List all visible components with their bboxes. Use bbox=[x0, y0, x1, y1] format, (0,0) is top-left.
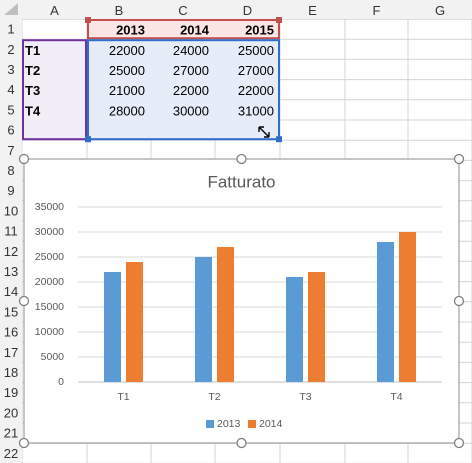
column-header-bar bbox=[0, 0, 472, 19]
value-cell[interactable]: 21000 bbox=[109, 83, 145, 98]
series-name-range-highlight bbox=[87, 19, 280, 40]
row-header-4[interactable]: 4 bbox=[7, 82, 14, 97]
value-cell[interactable]: 30000 bbox=[173, 103, 209, 118]
quarter-label-cell[interactable]: T1 bbox=[25, 43, 40, 58]
row-header-12[interactable]: 12 bbox=[4, 244, 18, 259]
quarter-label-cell[interactable]: T4 bbox=[25, 103, 41, 118]
chart-title[interactable]: Fatturato bbox=[207, 173, 275, 192]
bar-2014-T3[interactable] bbox=[308, 272, 325, 382]
column-header-d[interactable]: D bbox=[243, 3, 252, 18]
chart-resize-handle[interactable] bbox=[453, 153, 465, 165]
quarter-label-cell[interactable]: T3 bbox=[25, 83, 40, 98]
row-header-18[interactable]: 18 bbox=[4, 365, 18, 380]
row-header-20[interactable]: 20 bbox=[4, 405, 18, 420]
value-cell[interactable]: 31000 bbox=[238, 103, 274, 118]
value-cell[interactable]: 22000 bbox=[173, 83, 209, 98]
row-header-15[interactable]: 15 bbox=[4, 304, 18, 319]
bar-2014-T4[interactable] bbox=[399, 232, 416, 382]
row-header-14[interactable]: 14 bbox=[4, 284, 18, 299]
year-header-cell[interactable]: 2015 bbox=[245, 23, 274, 38]
column-header-e[interactable]: E bbox=[308, 3, 317, 18]
column-header-g[interactable]: G bbox=[435, 3, 445, 18]
y-tick-label: 10000 bbox=[35, 326, 64, 338]
range-handle[interactable] bbox=[276, 17, 282, 23]
row-header-13[interactable]: 13 bbox=[4, 264, 18, 279]
y-tick-label: 20000 bbox=[35, 276, 64, 288]
x-tick-label: T2 bbox=[208, 391, 220, 403]
bar-2014-T2[interactable] bbox=[217, 247, 234, 382]
x-tick-label: T4 bbox=[390, 391, 402, 403]
range-handle[interactable] bbox=[276, 136, 282, 143]
row-header-19[interactable]: 19 bbox=[4, 385, 18, 400]
y-tick-label: 35000 bbox=[35, 201, 64, 213]
year-header-cell[interactable]: 2013 bbox=[116, 23, 145, 38]
value-cell[interactable]: 22000 bbox=[238, 83, 274, 98]
category-range-highlight bbox=[22, 39, 87, 141]
value-cell[interactable]: 25000 bbox=[238, 43, 274, 58]
row-header-3[interactable]: 3 bbox=[7, 62, 14, 77]
row-header-1[interactable]: 1 bbox=[7, 22, 14, 37]
range-handle[interactable] bbox=[85, 17, 91, 23]
quarter-label-cell[interactable]: T2 bbox=[25, 63, 40, 78]
column-header-a[interactable]: A bbox=[50, 3, 59, 18]
chart-resize-handle[interactable] bbox=[18, 295, 30, 307]
chart-resize-handle[interactable] bbox=[18, 153, 30, 165]
value-cell[interactable]: 27000 bbox=[238, 63, 274, 78]
column-header-c[interactable]: C bbox=[178, 3, 187, 18]
row-header-5[interactable]: 5 bbox=[7, 102, 14, 117]
y-tick-label: 15000 bbox=[35, 301, 64, 313]
value-range-border bbox=[87, 39, 280, 141]
chart-object[interactable]: Fatturato 0 5000 10000 15000 20000 25000 30000 3… bbox=[18, 153, 465, 449]
value-cell[interactable]: 22000 bbox=[109, 43, 145, 58]
row-header-22[interactable]: 22 bbox=[4, 446, 18, 461]
row-header-8[interactable]: 8 bbox=[7, 163, 14, 178]
bar-2013-T3[interactable] bbox=[286, 277, 303, 382]
chart-resize-handle[interactable] bbox=[18, 437, 30, 449]
row-header-16[interactable]: 16 bbox=[4, 325, 18, 340]
y-tick-label: 25000 bbox=[35, 251, 64, 263]
resize-cursor-icon bbox=[258, 126, 270, 138]
select-all-icon[interactable] bbox=[4, 3, 18, 15]
value-cell[interactable]: 28000 bbox=[109, 103, 145, 118]
series-name-range-border bbox=[87, 19, 280, 40]
row-header-17[interactable]: 17 bbox=[4, 345, 18, 360]
category-range-border bbox=[22, 39, 87, 141]
row-header-9[interactable]: 9 bbox=[7, 183, 14, 198]
chart-resize-handle[interactable] bbox=[453, 437, 465, 449]
value-cell[interactable]: 25000 bbox=[109, 63, 145, 78]
chart-resize-handle[interactable] bbox=[453, 295, 465, 307]
worksheet-cells: 2013 2014 2015 T1 22000 24000 25000 T2 25000 2700… bbox=[22, 17, 282, 143]
x-tick-label: T3 bbox=[299, 391, 311, 403]
value-cell[interactable]: 24000 bbox=[173, 43, 209, 58]
legend-entry[interactable]: 2014 bbox=[259, 418, 283, 430]
legend-swatch bbox=[248, 420, 256, 428]
bar-2013-T1[interactable] bbox=[104, 272, 121, 382]
legend-swatch bbox=[206, 420, 214, 428]
column-header-f[interactable]: F bbox=[373, 3, 381, 18]
row-header-10[interactable]: 10 bbox=[4, 203, 18, 218]
row-header-2[interactable]: 2 bbox=[7, 42, 14, 57]
chart-resize-handle[interactable] bbox=[236, 437, 247, 449]
legend-entry[interactable]: 2013 bbox=[217, 418, 241, 430]
row-header-21[interactable]: 21 bbox=[4, 426, 18, 441]
chart-resize-handle[interactable] bbox=[236, 153, 247, 165]
row-header-11[interactable]: 11 bbox=[4, 224, 18, 239]
value-range-highlight bbox=[87, 39, 280, 141]
bar-2013-T4[interactable] bbox=[377, 242, 394, 382]
row-header-bar bbox=[0, 0, 22, 463]
bar-2014-T1[interactable] bbox=[126, 262, 143, 382]
y-tick-label: 30000 bbox=[35, 226, 64, 238]
x-tick-label: T1 bbox=[117, 391, 129, 403]
row-header-6[interactable]: 6 bbox=[7, 123, 14, 138]
range-handle[interactable] bbox=[85, 136, 91, 143]
y-tick-label: 0 bbox=[58, 376, 64, 388]
row-header-7[interactable]: 7 bbox=[7, 143, 14, 158]
column-header-b[interactable]: B bbox=[115, 3, 124, 18]
year-header-cell[interactable]: 2014 bbox=[180, 23, 210, 38]
value-cell[interactable]: 27000 bbox=[173, 63, 209, 78]
y-tick-label: 5000 bbox=[41, 351, 65, 363]
bar-2013-T2[interactable] bbox=[195, 257, 212, 382]
